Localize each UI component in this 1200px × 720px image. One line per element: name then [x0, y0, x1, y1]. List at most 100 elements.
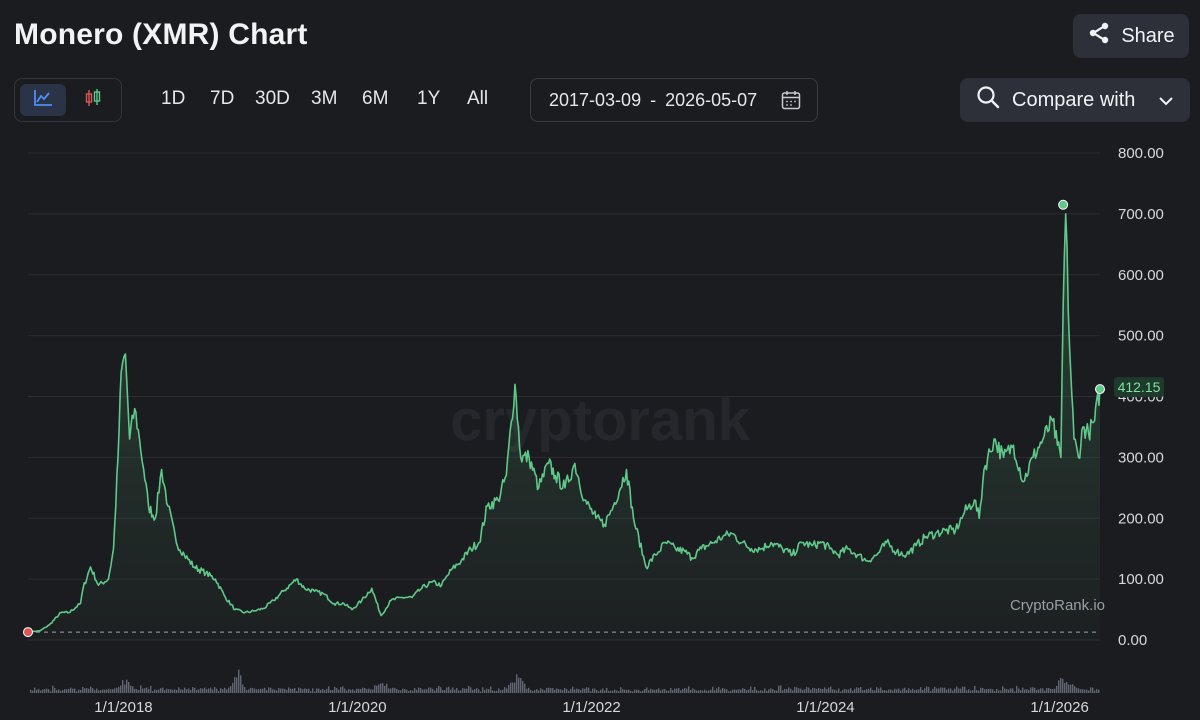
volume-bar	[888, 689, 890, 693]
volume-bar	[72, 688, 74, 693]
volume-bar	[638, 689, 640, 693]
candlestick-button[interactable]	[70, 84, 116, 116]
volume-bar	[312, 688, 314, 693]
date-to[interactable]: 2026-05-07	[665, 89, 758, 110]
volume-bar	[988, 688, 990, 693]
volume-bar	[924, 688, 926, 693]
volume-bar	[606, 687, 608, 693]
compare-with-button[interactable]: Compare with	[960, 78, 1190, 122]
volume-bar	[226, 689, 228, 693]
range-3m-button[interactable]: 3M	[311, 88, 338, 109]
volume-bar	[516, 674, 518, 693]
volume-bar	[1050, 688, 1052, 693]
share-button[interactable]: Share	[1073, 14, 1189, 58]
volume-bar	[412, 690, 414, 693]
y-tick-label: 100.00	[1118, 571, 1164, 588]
x-tick-label: 1/1/2020	[328, 699, 386, 716]
peak-marker	[1058, 199, 1069, 210]
volume-bar	[360, 689, 362, 693]
volume-bar	[866, 689, 868, 693]
calendar-icon[interactable]	[781, 90, 801, 115]
range-1y-button[interactable]: 1Y	[417, 88, 441, 109]
volume-bar	[972, 690, 974, 693]
volume-bar	[1070, 684, 1072, 693]
current-price-label: 412.15	[1118, 379, 1161, 395]
volume-bar	[328, 686, 330, 693]
volume-bar	[780, 685, 782, 693]
volume-bar	[564, 687, 566, 693]
volume-bar	[846, 689, 848, 693]
y-tick-label: 300.00	[1118, 449, 1164, 466]
volume-bar	[420, 688, 422, 693]
volume-bar	[940, 687, 942, 693]
volume-bar	[518, 677, 520, 693]
volume-bar	[1038, 689, 1040, 693]
range-all-button[interactable]: All	[467, 88, 489, 109]
volume-bar	[900, 690, 902, 693]
volume-bar	[726, 689, 728, 693]
volume-bar	[652, 689, 654, 693]
volume-bar	[118, 686, 120, 693]
volume-bar	[244, 687, 246, 693]
volume-bar	[338, 689, 340, 693]
volume-bar	[582, 688, 584, 693]
volume-bar	[404, 688, 406, 693]
volume-bar	[64, 689, 66, 693]
line-chart-button[interactable]	[20, 84, 66, 116]
volume-bar	[628, 689, 630, 693]
y-tick-label: 0.00	[1118, 632, 1147, 649]
volume-bar	[1004, 688, 1006, 693]
volume-bar	[966, 690, 968, 693]
date-range-picker[interactable]: 2017-03-09 - 2026-05-07	[530, 78, 818, 122]
volume-bar	[720, 689, 722, 693]
volume-bar	[860, 687, 862, 693]
volume-bar	[698, 690, 700, 693]
volume-bar	[728, 691, 730, 693]
volume-bar	[206, 689, 208, 693]
volume-bar	[1078, 688, 1080, 693]
volume-bar	[434, 690, 436, 693]
volume-bar	[1072, 684, 1074, 693]
volume-bar	[702, 690, 704, 693]
volume-bar	[130, 685, 132, 693]
volume-bar	[530, 689, 532, 693]
volume-bar	[418, 687, 420, 693]
volume-bar	[554, 689, 556, 693]
volume-bar	[494, 691, 496, 693]
volume-bar	[528, 687, 530, 693]
range-6m-button[interactable]: 6M	[362, 88, 389, 109]
volume-bar	[522, 680, 524, 693]
volume-bar	[682, 688, 684, 693]
volume-bar	[492, 690, 494, 693]
volume-bar	[1052, 689, 1054, 693]
volume-bar	[86, 688, 88, 693]
volume-bar	[194, 687, 196, 693]
volume-bar	[382, 683, 384, 693]
volume-bar	[622, 689, 624, 693]
volume-bar	[80, 689, 82, 693]
price-line	[27, 213, 1101, 634]
volume-bar	[712, 686, 714, 693]
date-from[interactable]: 2017-03-09	[549, 89, 642, 110]
volume-bar	[154, 689, 156, 693]
range-1d-button[interactable]: 1D	[161, 88, 186, 109]
volume-bar	[562, 690, 564, 693]
volume-bar	[32, 690, 34, 693]
volume-bar	[210, 687, 212, 693]
y-tick-label: 700.00	[1118, 206, 1164, 223]
volume-bar	[148, 689, 150, 693]
volume-bar	[688, 686, 690, 693]
volume-bar	[114, 688, 116, 693]
volume-bar	[270, 687, 272, 693]
volume-bar	[690, 689, 692, 693]
volume-bar	[754, 686, 756, 693]
volume-bar	[96, 688, 98, 693]
volume-bar	[926, 686, 928, 693]
volume-bar	[526, 688, 528, 693]
volume-bar	[162, 687, 164, 693]
range-7d-button[interactable]: 7D	[210, 88, 235, 109]
volume-bar	[406, 689, 408, 693]
volume-bar	[928, 687, 930, 693]
volume-bar	[992, 689, 994, 693]
range-30d-button[interactable]: 30D	[255, 88, 290, 109]
